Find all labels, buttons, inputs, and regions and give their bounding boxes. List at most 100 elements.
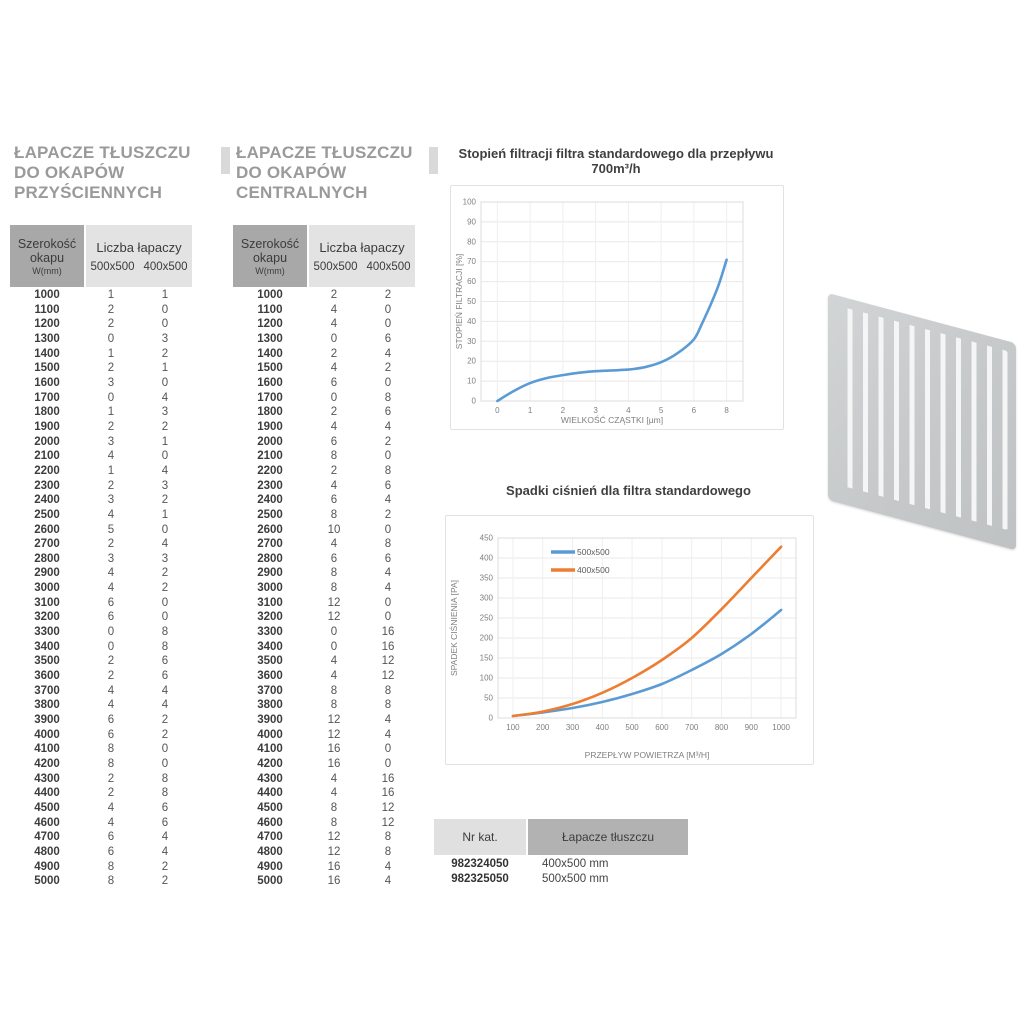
title-line: CENTRALNYCH xyxy=(236,183,368,202)
trap-count-cell: 0 xyxy=(161,611,169,624)
title-line: PRZYŚCIENNYCH xyxy=(14,183,163,202)
table-row: 4500 4 6 xyxy=(10,801,192,816)
hood-width-cell: 1400 xyxy=(34,347,60,360)
svg-text:PRZEPŁYW POWIETRZA [M³/H]: PRZEPŁYW POWIETRZA [M³/H] xyxy=(585,750,710,760)
trap-count-cell: 0 xyxy=(384,450,392,463)
trap-count-cell: 0 xyxy=(384,611,392,624)
trap-count-cell: 0 xyxy=(161,523,169,536)
table-row: 4500 8 12 xyxy=(233,801,415,816)
svg-text:600: 600 xyxy=(655,723,669,732)
table-row: 2100 4 0 xyxy=(10,449,192,464)
table-row: 4200 16 0 xyxy=(233,757,415,772)
trap-count-cell: 16 xyxy=(381,626,395,639)
trap-count-cell: 6 xyxy=(107,845,115,858)
svg-text:150: 150 xyxy=(480,654,494,663)
count-header-label: Liczba łapaczy xyxy=(96,239,182,255)
trap-count-cell: 6 xyxy=(384,479,392,492)
table-row: 3400 0 16 xyxy=(233,640,415,655)
central-hoods-table: Szerokość okapu W(mm) Liczba łapaczy 500… xyxy=(233,225,415,889)
table-row: 1300 0 6 xyxy=(233,332,415,347)
trap-count-cell: 8 xyxy=(330,816,338,829)
hood-width-cell: 2300 xyxy=(34,479,60,492)
hood-width-cell: 1600 xyxy=(257,376,283,389)
hood-width-cell: 5000 xyxy=(257,875,283,888)
svg-text:500: 500 xyxy=(625,723,639,732)
table-row: 1500 2 1 xyxy=(10,361,192,376)
svg-text:700: 700 xyxy=(685,723,699,732)
trap-count-cell: 4 xyxy=(161,831,169,844)
svg-text:0: 0 xyxy=(495,406,500,415)
trap-count-cell: 1 xyxy=(107,289,115,301)
svg-text:500x500: 500x500 xyxy=(577,547,610,557)
trap-count-cell: 6 xyxy=(161,816,169,829)
table-row: 3000 8 4 xyxy=(233,581,415,596)
catalog-product-header: Łapacze tłuszczu xyxy=(528,819,688,855)
hood-width-cell: 1800 xyxy=(34,406,60,419)
table-row: 3000 4 2 xyxy=(10,581,192,596)
pressure-drop-chart: 0 50 100 150 200 250 300 350 400 450 100 200 300 400 5… xyxy=(445,515,814,765)
hood-width-cell: 2400 xyxy=(34,494,60,507)
trap-count-cell: 1 xyxy=(107,406,115,419)
trap-count-cell: 4 xyxy=(384,714,392,727)
trap-count-cell: 6 xyxy=(161,801,169,814)
trap-count-cell: 8 xyxy=(384,464,392,477)
filter-slots xyxy=(837,305,1008,531)
hood-width-cell: 2700 xyxy=(257,538,283,551)
trap-count-cell: 6 xyxy=(330,552,338,565)
table-row: 4900 16 4 xyxy=(233,860,415,875)
table-row: 1500 4 2 xyxy=(233,361,415,376)
trap-count-cell: 0 xyxy=(384,758,392,770)
trap-count-cell: 2 xyxy=(161,728,169,741)
trap-count-cell: 0 xyxy=(384,743,392,756)
trap-count-cell: 6 xyxy=(330,435,338,448)
width-header-unit: W(mm) xyxy=(32,265,62,276)
trap-count-cell: 4 xyxy=(161,845,169,858)
hood-width-cell: 3600 xyxy=(34,670,60,683)
hood-width-cell: 4300 xyxy=(257,772,283,785)
trap-count-cell: 4 xyxy=(330,787,338,800)
table-row: 2300 2 3 xyxy=(10,479,192,494)
trap-count-cell: 2 xyxy=(107,318,115,331)
hood-width-cell: 3300 xyxy=(34,626,60,639)
trap-count-cell: 12 xyxy=(327,611,341,624)
trap-count-cell: 12 xyxy=(381,801,395,814)
hood-width-cell: 2300 xyxy=(257,479,283,492)
trap-count-cell: 3 xyxy=(161,479,169,492)
filtration-chart: 0 10 20 30 40 50 60 70 80 90 100 0 1 2 3 4 5 6 8 WIELKOŚĆ C… xyxy=(450,185,784,430)
hood-width-cell: 1200 xyxy=(257,318,283,331)
hood-width-cell: 1100 xyxy=(257,303,283,316)
trap-count-cell: 8 xyxy=(384,699,392,712)
table-row: 2200 1 4 xyxy=(10,464,192,479)
trap-count-cell: 3 xyxy=(161,406,169,419)
hood-width-cell: 3700 xyxy=(34,684,60,697)
trap-count-cell: 4 xyxy=(330,670,338,683)
table-row: 2900 4 2 xyxy=(10,566,192,581)
svg-text:1000: 1000 xyxy=(772,723,790,732)
table-row: 5000 16 4 xyxy=(233,874,415,889)
trap-count-cell: 8 xyxy=(384,538,392,551)
trap-count-cell: 0 xyxy=(330,391,338,404)
trap-count-cell: 6 xyxy=(384,332,392,345)
hood-width-cell: 3000 xyxy=(34,582,60,595)
table-row: 4000 12 4 xyxy=(233,728,415,743)
svg-text:0: 0 xyxy=(472,397,477,406)
trap-count-cell: 1 xyxy=(161,362,169,375)
trap-count-cell: 4 xyxy=(384,567,392,580)
trap-count-cell: 0 xyxy=(161,303,169,316)
trap-count-cell: 4 xyxy=(107,450,115,463)
table-row: 2200 2 8 xyxy=(233,464,415,479)
subcol-500x500: 500x500 xyxy=(90,260,135,273)
grease-filter-photo xyxy=(828,293,1016,551)
trap-count-cell: 6 xyxy=(107,596,115,609)
table-row: 3200 6 0 xyxy=(10,610,192,625)
table-row: 4800 12 8 xyxy=(233,845,415,860)
trap-count-cell: 8 xyxy=(330,567,338,580)
trap-count-cell: 0 xyxy=(384,376,392,389)
hood-width-cell: 4200 xyxy=(257,758,283,770)
trap-count-cell: 4 xyxy=(107,508,115,521)
hood-width-cell: 3500 xyxy=(257,655,283,668)
table-row: 1400 1 2 xyxy=(10,347,192,362)
svg-text:200: 200 xyxy=(480,634,494,643)
hood-width-cell: 4000 xyxy=(257,728,283,741)
trap-count-cell: 2 xyxy=(161,582,169,595)
